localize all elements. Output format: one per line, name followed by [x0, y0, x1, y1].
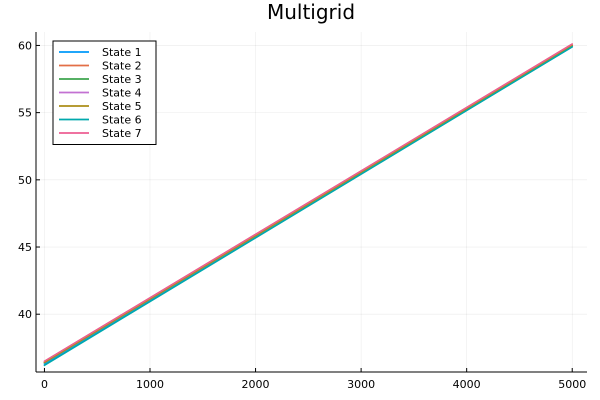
chart-title: Multigrid — [267, 0, 355, 24]
legend-label-2: State 2 — [102, 60, 142, 73]
legend-label-1: State 1 — [102, 46, 142, 59]
y-tick-label: 45 — [18, 241, 32, 254]
x-tick-label: 5000 — [558, 378, 586, 391]
legend-label-7: State 7 — [102, 127, 142, 140]
legend-label-3: State 3 — [102, 73, 142, 86]
legend-label-6: State 6 — [102, 114, 142, 127]
y-tick-label: 40 — [18, 308, 32, 321]
legend-label-5: State 5 — [102, 100, 142, 113]
y-tick-label: 60 — [18, 39, 32, 52]
y-tick-label: 55 — [18, 107, 32, 120]
x-tick-label: 0 — [41, 378, 48, 391]
x-tick-label: 4000 — [453, 378, 481, 391]
legend-label-4: State 4 — [102, 87, 142, 100]
y-tick-label: 50 — [18, 174, 32, 187]
x-tick-label: 2000 — [242, 378, 270, 391]
x-tick-label: 1000 — [136, 378, 164, 391]
x-tick-label: 3000 — [347, 378, 375, 391]
